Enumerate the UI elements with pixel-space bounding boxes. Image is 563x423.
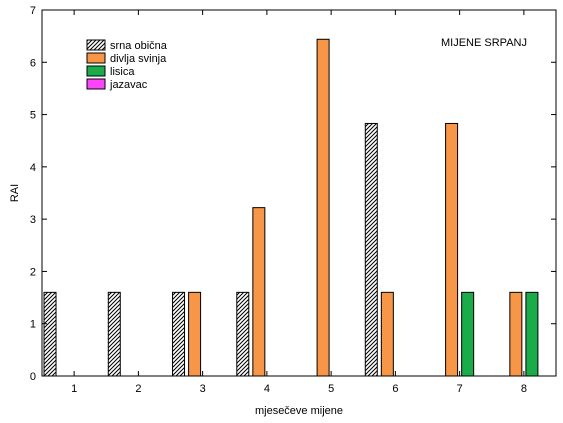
bar-2-6 [380, 291, 394, 377]
bar-2-3 [188, 291, 202, 377]
x-tick-label: 3 [200, 383, 206, 395]
legend-label: lisica [110, 66, 135, 78]
bar-3-8 [525, 291, 539, 377]
y-axis-label: RAI [9, 184, 21, 202]
y-tick-label: 6 [30, 57, 36, 69]
y-axis: 0 1 2 3 4 5 6 7 [30, 5, 556, 383]
legend-swatch [86, 65, 106, 77]
bars-group [43, 38, 539, 377]
bar-1-1 [43, 291, 57, 377]
legend-swatch [86, 52, 106, 64]
legend-label: jazavac [109, 79, 148, 91]
legend-label: srna obična [110, 40, 168, 52]
x-tick-label: 1 [71, 383, 77, 395]
x-tick-label: 7 [457, 383, 463, 395]
bar-2-4 [252, 207, 266, 377]
chart-title: MIJENE SRPANJ [441, 37, 527, 49]
bar-1-4 [236, 291, 250, 377]
bar-2-5 [316, 38, 330, 377]
x-axis: 1 2 3 4 5 6 7 8 [71, 10, 527, 395]
bar-3-7 [461, 291, 475, 377]
bar-1-3 [172, 291, 186, 377]
x-tick-label: 2 [135, 383, 141, 395]
bar-2-7 [445, 122, 459, 377]
y-tick-label: 2 [30, 266, 36, 278]
x-axis-label: mjesečeve mijene [255, 405, 343, 417]
x-tick-label: 4 [264, 383, 270, 395]
y-tick-label: 3 [30, 214, 36, 226]
legend-swatch [86, 78, 106, 90]
y-tick-label: 1 [30, 319, 36, 331]
y-tick-label: 0 [30, 371, 36, 383]
legend-label: divlja svinja [110, 53, 167, 65]
x-tick-label: 8 [521, 383, 527, 395]
bar-2-8 [509, 291, 523, 377]
y-tick-label: 7 [30, 5, 36, 17]
bar-1-2 [107, 291, 121, 377]
y-tick-label: 5 [30, 110, 36, 122]
x-tick-label: 5 [328, 383, 334, 395]
legend-swatch [86, 39, 106, 51]
bar-1-6 [364, 122, 378, 377]
y-tick-label: 4 [30, 162, 36, 174]
x-tick-label: 6 [392, 383, 398, 395]
